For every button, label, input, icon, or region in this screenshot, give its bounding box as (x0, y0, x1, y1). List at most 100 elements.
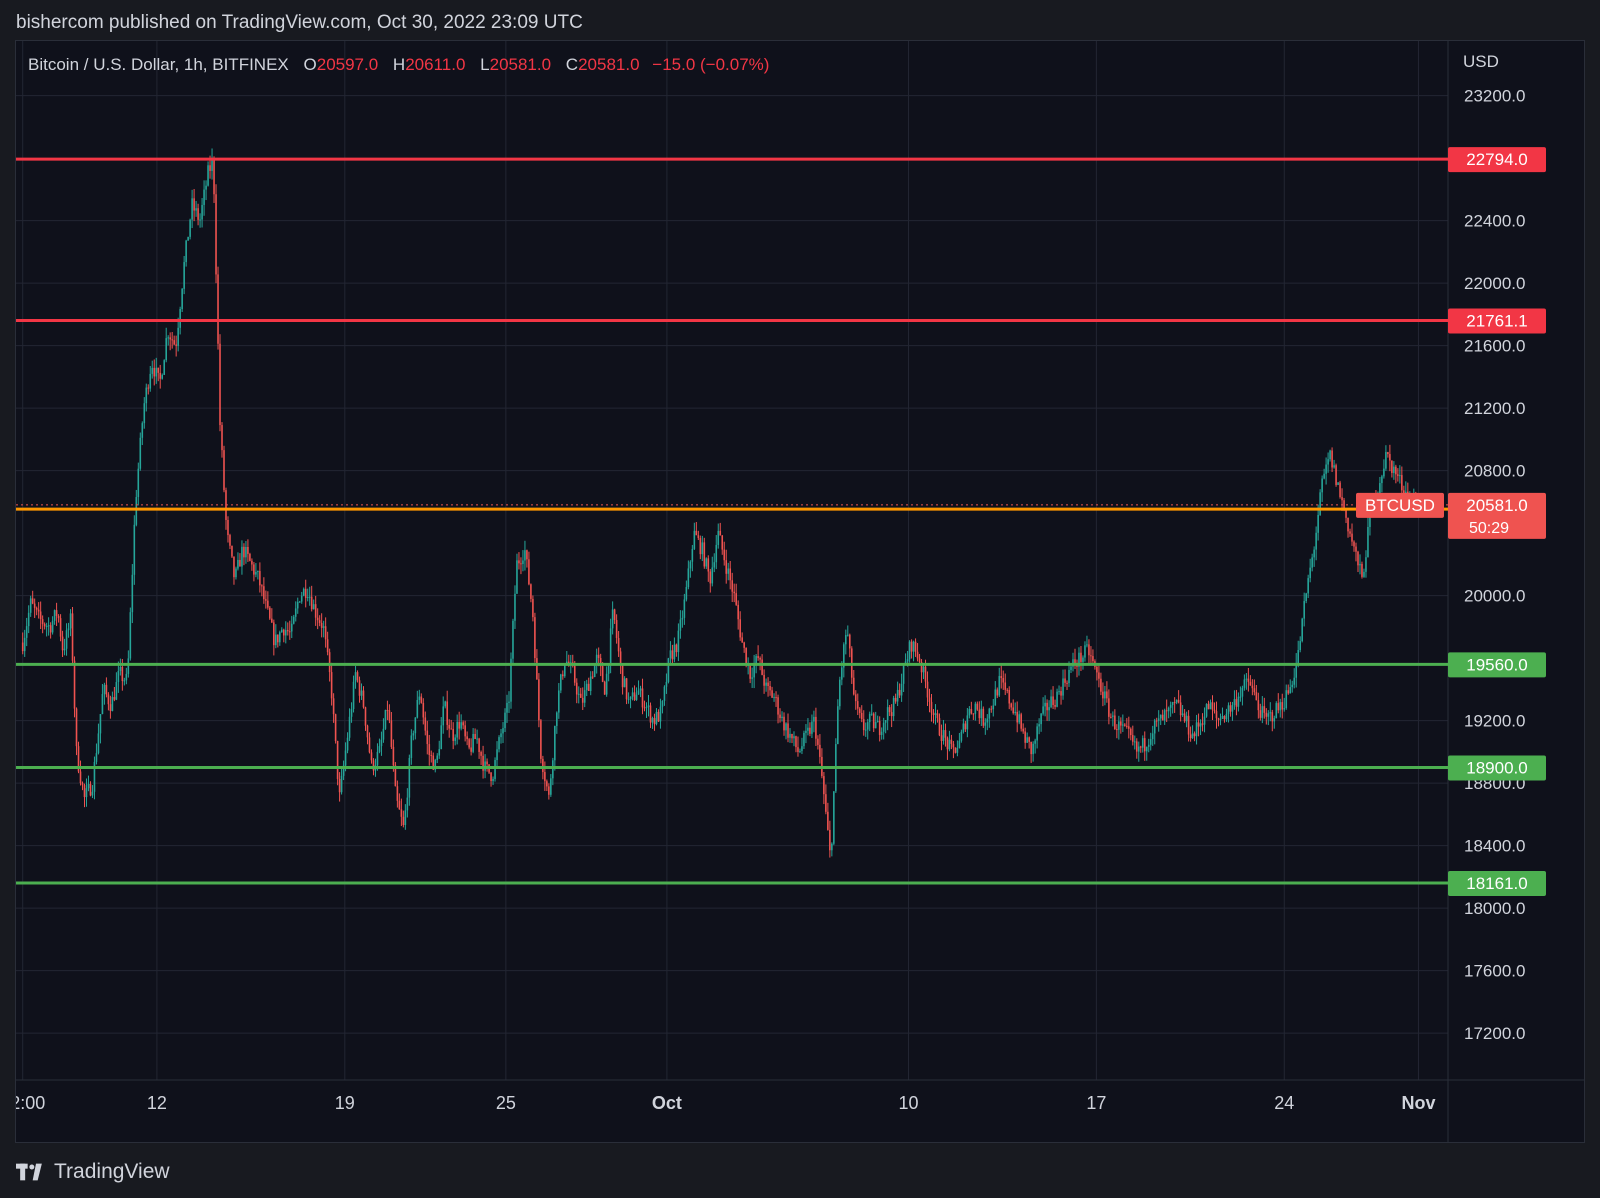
candle-body (649, 705, 652, 723)
candle-body (589, 676, 592, 691)
candle-body (964, 723, 967, 730)
candle-body (466, 736, 468, 740)
candlestick-chart[interactable]: USD 23200.0 22400.0 22000.0 21600.0 21200.0 20… (16, 41, 1584, 1142)
candle-body (625, 678, 628, 700)
candle-body (1381, 476, 1383, 484)
candle-body (1040, 713, 1042, 725)
candle-body (279, 632, 281, 643)
y-tick-label: 21600.0 (1464, 337, 1525, 356)
candle-body (167, 337, 169, 339)
candle-body (633, 692, 636, 700)
candle-body (1179, 702, 1182, 716)
candle-body (615, 620, 618, 639)
candle-body (1317, 514, 1319, 533)
chart-frame[interactable]: USD 23200.0 22400.0 22000.0 21600.0 21200.0 20… (15, 40, 1585, 1143)
candle-body (1385, 452, 1387, 469)
candle-body (1098, 672, 1100, 679)
candle-body (888, 707, 891, 713)
candle-body (338, 778, 341, 793)
candle-body (669, 650, 672, 659)
candle-body (454, 737, 456, 741)
candle-body (261, 585, 263, 587)
candle-body (994, 689, 997, 706)
candle-body (171, 339, 173, 341)
candle-body (1217, 718, 1220, 720)
candle-body (478, 738, 480, 752)
open-key: O (303, 55, 317, 74)
candle-body (1050, 696, 1052, 708)
candle-body (1265, 712, 1268, 717)
candle-body (502, 728, 504, 734)
candle-body (63, 648, 66, 651)
candle-body (755, 656, 757, 666)
candle-body (530, 584, 532, 599)
candle-body (346, 737, 349, 751)
candle-body (799, 750, 801, 752)
candle-body (1369, 512, 1371, 527)
candle-body (709, 571, 712, 584)
candle-body (1038, 724, 1040, 727)
candle-body (601, 666, 604, 682)
candle-body (926, 681, 929, 698)
y-tick-label: 17200.0 (1464, 1024, 1525, 1043)
candle-body (1355, 546, 1357, 552)
candle-body (727, 568, 730, 574)
candle-body (769, 685, 771, 691)
footer-brand[interactable]: TradingView (16, 1160, 170, 1184)
candle-body (534, 617, 536, 659)
candle-body (1104, 691, 1106, 699)
candle-body (916, 651, 919, 659)
candle-body (914, 641, 917, 652)
candle-body (512, 620, 514, 659)
candle-body (1289, 687, 1292, 694)
candle-body (940, 735, 943, 741)
candle-body (920, 662, 923, 673)
candle-body (711, 567, 714, 584)
candle-body (1343, 500, 1345, 511)
candle-body (757, 656, 759, 659)
candle-body (1165, 710, 1168, 712)
candle-body (765, 682, 767, 686)
candle-body (1014, 711, 1017, 714)
candle-body (520, 563, 522, 565)
close-key: C (565, 55, 579, 74)
candle-body (1000, 676, 1003, 679)
candle-body (518, 560, 520, 564)
candle-body (1153, 720, 1156, 734)
candle-body (1159, 714, 1162, 719)
candle-body (663, 686, 666, 701)
candle-body (390, 720, 393, 747)
candle-body (370, 752, 373, 761)
candle-body (912, 641, 915, 652)
candle-body (860, 712, 863, 720)
candle-body (751, 677, 753, 679)
y-tick-label: 21200.0 (1464, 399, 1525, 418)
candle-body (310, 596, 313, 610)
candle-body (1303, 601, 1305, 619)
candle-body (263, 586, 265, 600)
candle-body (1283, 708, 1286, 710)
candle-body (368, 737, 371, 753)
candle-body (177, 327, 179, 346)
candle-body (486, 761, 488, 765)
candle-body (1012, 707, 1015, 714)
candle-body (131, 574, 134, 613)
candle-body (1201, 723, 1204, 725)
candle-body (358, 680, 361, 696)
candle-body (522, 560, 524, 564)
candle-body (1183, 713, 1186, 722)
candle-body (542, 758, 544, 773)
candle-body (673, 644, 676, 660)
candle-body (599, 658, 602, 667)
candle-body (245, 546, 247, 558)
candle-body (95, 753, 98, 762)
candle-body (631, 692, 634, 697)
candle-body (420, 696, 423, 703)
candle-body (396, 786, 399, 801)
candle-body (1044, 702, 1046, 707)
candle-body (81, 783, 84, 786)
candle-body (691, 548, 694, 562)
candle-body (900, 683, 903, 696)
level-price-tag (1448, 652, 1546, 678)
candle-body (99, 714, 102, 734)
